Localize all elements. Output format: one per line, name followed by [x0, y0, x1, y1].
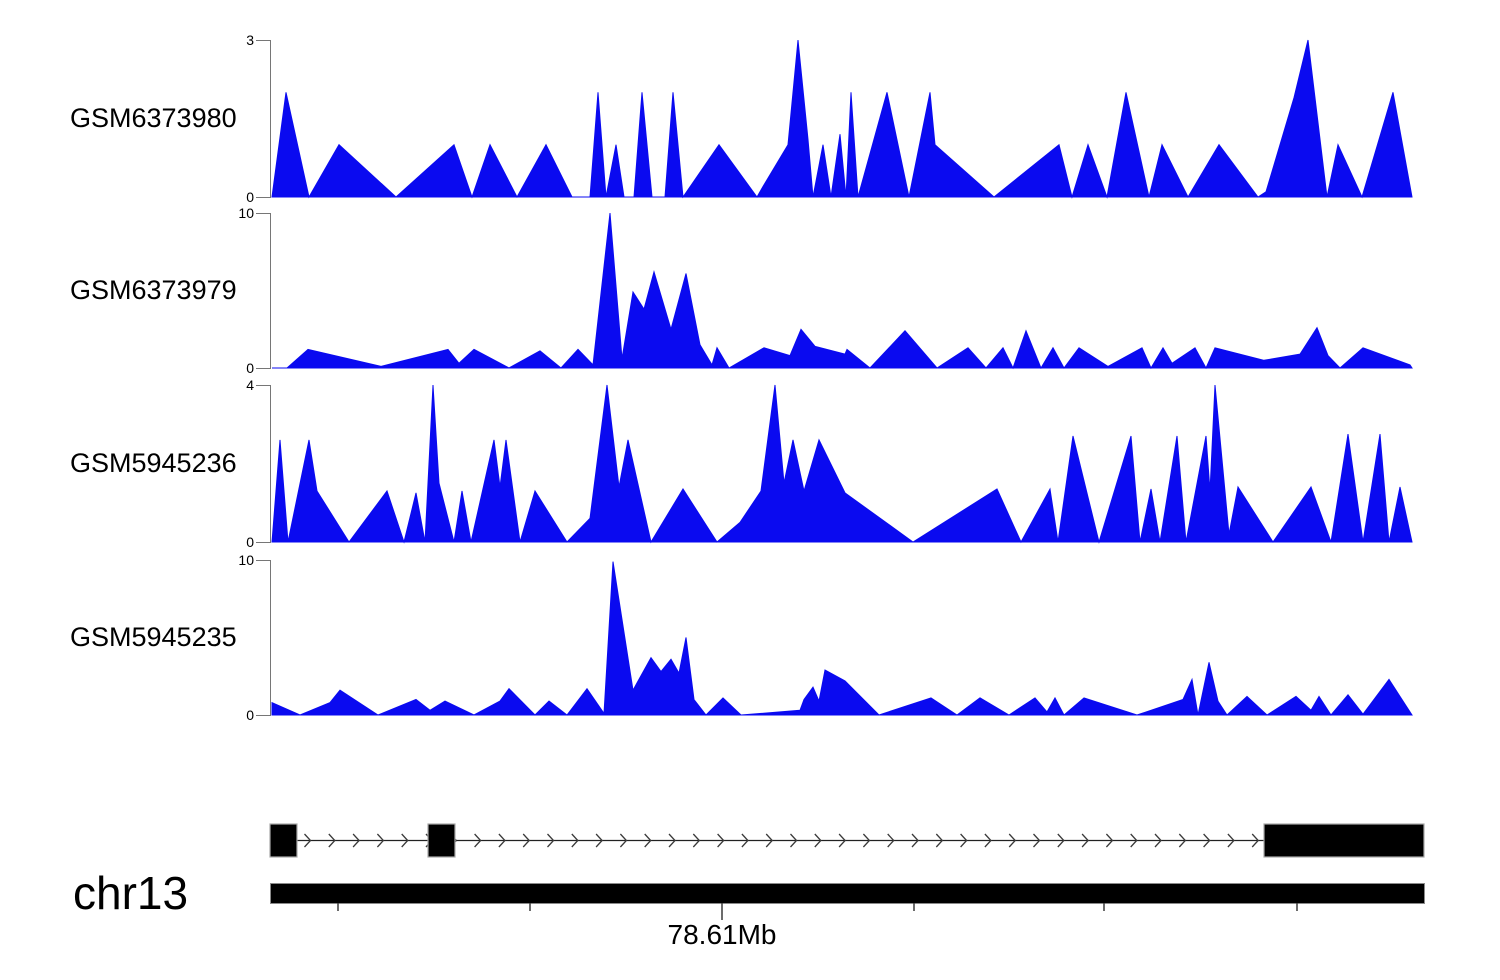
- y-axis-track3: [256, 385, 271, 543]
- y-axis-min-label-track1: 0: [246, 189, 254, 205]
- y-axis-track4: [256, 560, 271, 716]
- track-label-gsm6373979: GSM6373979: [70, 275, 237, 305]
- y-axis-track1: [256, 40, 271, 198]
- gene-model-track: [269, 823, 1425, 858]
- y-axis-min-label-track3: 0: [246, 534, 254, 550]
- coverage-area-track1: [271, 39, 1413, 199]
- coverage-area-track4: [271, 561, 1413, 716]
- chromosome-axis-bar: [270, 883, 1425, 920]
- y-axis-min-label-track4: 0: [246, 707, 254, 723]
- axis-position-label: 78.61Mb: [667, 919, 777, 950]
- y-axis-max-label-track1: 3: [246, 32, 254, 48]
- track-label-gsm6373980: GSM6373980: [70, 103, 237, 133]
- chromosome-name-label: chr13: [73, 867, 189, 919]
- y-axis-max-label-track2: 10: [238, 205, 254, 221]
- y-axis-max-label-track4: 10: [238, 552, 254, 568]
- y-axis-track2: [256, 213, 271, 369]
- track-label-gsm5945236: GSM5945236: [70, 448, 237, 478]
- y-axis-max-label-track3: 4: [246, 377, 254, 393]
- coverage-area-track2: [272, 212, 1413, 370]
- y-axis-min-label-track2: 0: [246, 360, 254, 376]
- coverage-area-track3: [271, 384, 1413, 544]
- track-label-gsm5945235: GSM5945235: [70, 622, 237, 652]
